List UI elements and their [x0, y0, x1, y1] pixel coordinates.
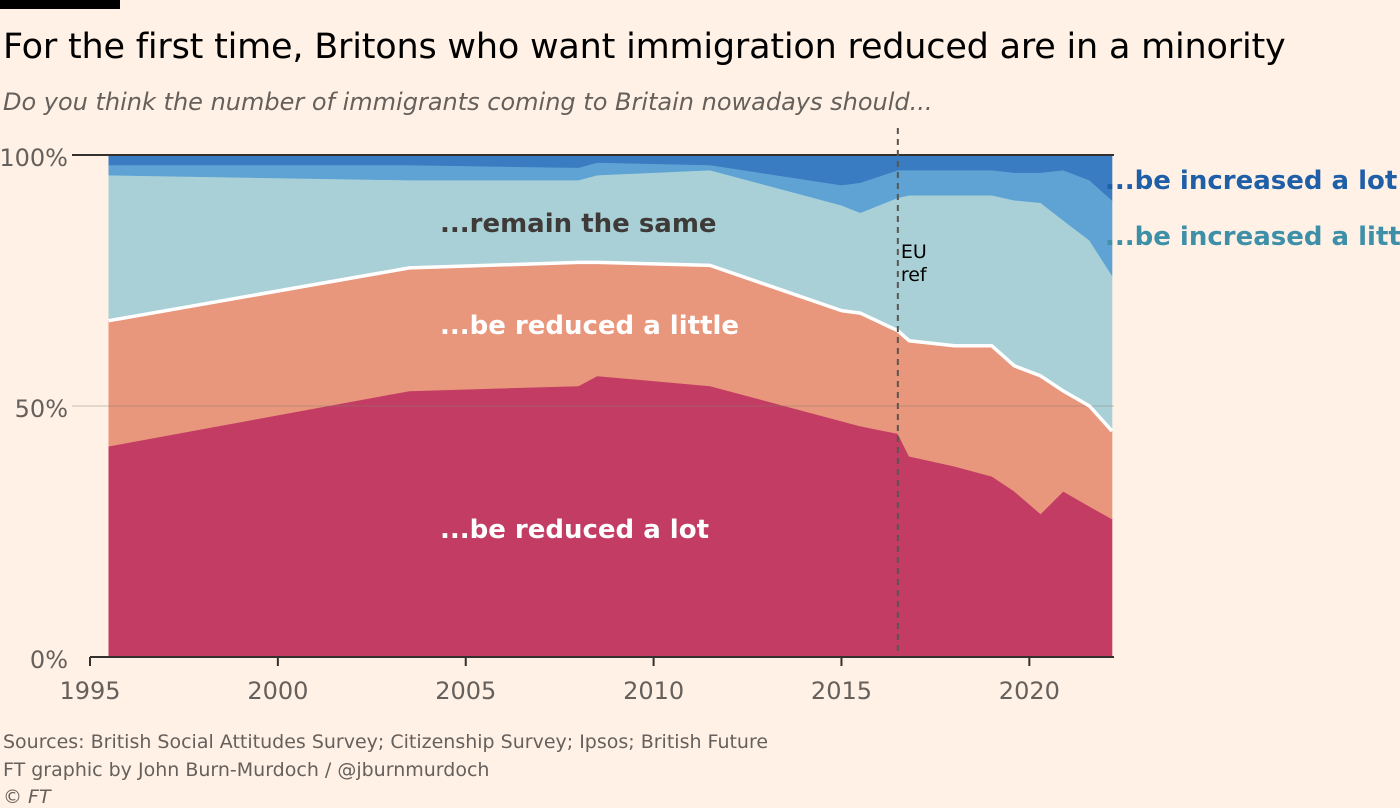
- chart-subtitle: Do you think the number of immigrants co…: [3, 88, 933, 116]
- copyright-note: © FT: [3, 786, 51, 808]
- axis-layer: 0% 50% 100% 1995 2000 2005 2010 2015 2020: [0, 144, 1114, 705]
- area-layer: [108, 154, 1113, 658]
- x-tick-label: 2010: [623, 677, 684, 705]
- label-increased-a-little: ...be increased a little: [1105, 222, 1400, 252]
- brand-bar: [0, 0, 120, 9]
- label-remain-the-same: ...remain the same: [440, 209, 717, 239]
- chart-title: For the first time, Britons who want imm…: [3, 27, 1286, 67]
- x-tick-label: 2015: [811, 677, 872, 705]
- source-note: Sources: British Social Attitudes Survey…: [3, 731, 769, 753]
- y-tick-label: 0%: [30, 646, 68, 674]
- label-increased-a-lot: ...be increased a lot: [1105, 166, 1397, 196]
- y-tick-label: 100%: [0, 144, 68, 172]
- label-reduced-a-lot: ...be reduced a lot: [440, 515, 709, 545]
- credit-note: FT graphic by John Burn-Murdoch / @jburn…: [3, 759, 490, 781]
- x-tick-label: 2000: [247, 677, 308, 705]
- y-tick-label: 50%: [15, 395, 68, 423]
- label-reduced-a-little: ...be reduced a little: [440, 311, 739, 341]
- eu-ref-annotation: ref: [901, 264, 928, 286]
- x-tick-label: 2020: [999, 677, 1060, 705]
- reduced-total-line: [108, 260, 1114, 433]
- line-layer: [108, 128, 1114, 657]
- x-tick-label: 2005: [435, 677, 496, 705]
- x-tick-label: 1995: [59, 677, 120, 705]
- eu-ref-annotation: EU: [901, 241, 927, 263]
- grid-layer: [72, 154, 1114, 407]
